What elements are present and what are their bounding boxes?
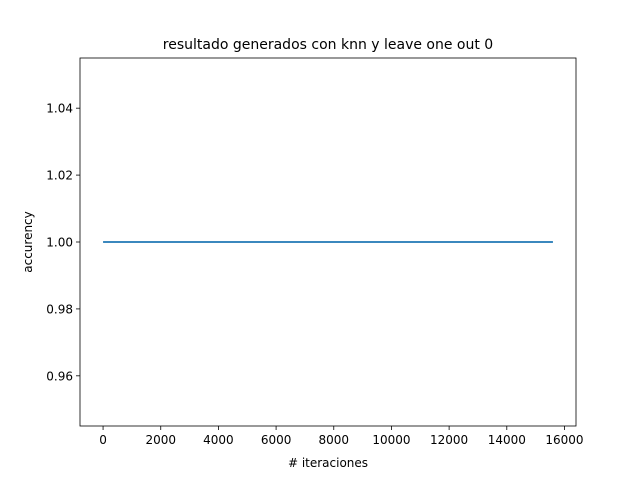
x-tick-label: 4000: [203, 433, 234, 447]
x-tick-label: 6000: [261, 433, 292, 447]
y-tick-label: 1.00: [46, 236, 73, 250]
x-tick-label: 14000: [488, 433, 526, 447]
axes-frame: [79, 57, 577, 427]
y-tick-label: 0.98: [46, 302, 73, 316]
x-tick-label: 12000: [430, 433, 468, 447]
x-tick-label: 2000: [145, 433, 176, 447]
y-tick-label: 1.02: [46, 169, 73, 183]
axis-ticks: 0 2000 4000 6000 8000 10000 12000 14000 16000 0.9…: [46, 102, 583, 447]
chart-title: resultado generados con knn y leave one …: [163, 37, 493, 53]
x-tick-label: 10000: [372, 433, 410, 447]
y-tick-label: 0.96: [46, 369, 73, 383]
x-tick-label: 16000: [545, 433, 583, 447]
y-axis-label: accurency: [21, 211, 35, 273]
x-tick-label: 0: [99, 433, 107, 447]
y-tick-label: 1.04: [46, 102, 73, 116]
x-tick-label: 8000: [318, 433, 349, 447]
x-axis-label: # iteraciones: [288, 456, 368, 470]
